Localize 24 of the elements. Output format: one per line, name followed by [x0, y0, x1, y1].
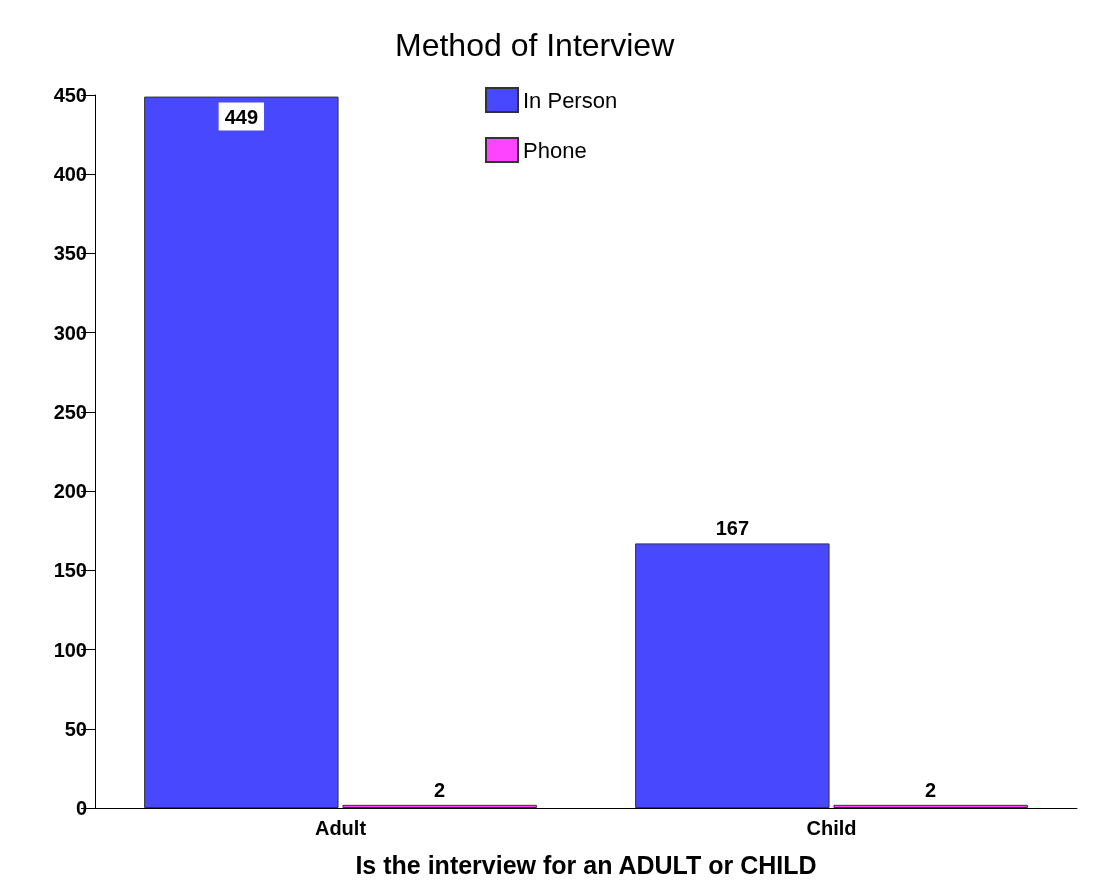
y-tick-label: 250 — [53, 400, 87, 423]
y-tick-label: 0 — [75, 797, 87, 819]
legend-label: Phone — [523, 137, 587, 163]
y-tick-label: 350 — [53, 242, 87, 265]
data-label: 2 — [925, 778, 937, 801]
bar — [635, 543, 830, 808]
bar — [833, 804, 1028, 808]
x-tick-label: Child — [806, 817, 857, 839]
bar — [342, 804, 537, 808]
y-tick-label: 200 — [53, 480, 87, 503]
data-label: 167 — [715, 517, 750, 540]
x-tick-label: Adult — [314, 817, 367, 839]
chart-title: Method of Interview — [395, 27, 676, 63]
y-tick-label: 400 — [53, 163, 87, 186]
data-label: 2 — [434, 778, 446, 801]
x-axis-title: Is the interview for an ADULT or CHILD — [355, 850, 817, 879]
bar — [144, 96, 339, 808]
y-tick-label: 100 — [53, 638, 87, 661]
y-tick-label: 150 — [53, 559, 87, 582]
y-tick-label: 300 — [53, 321, 87, 344]
y-tick-label: 450 — [53, 84, 87, 106]
data-label: 449 — [224, 105, 259, 128]
y-tick-label: 50 — [64, 717, 87, 740]
legend-label: In Person — [523, 87, 618, 113]
